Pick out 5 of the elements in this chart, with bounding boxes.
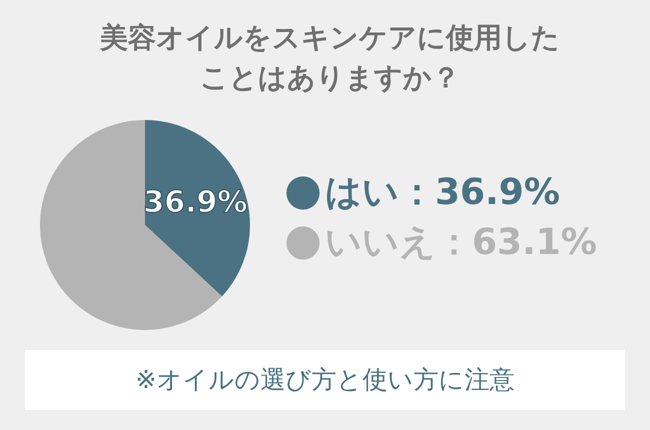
data-label: 36.9% — [143, 185, 248, 220]
text: ※オイルの選び方と使い方に注意 — [25, 350, 625, 410]
legend-label: はい：36.9% — [325, 172, 560, 213]
legend-label: いいえ：63.1% — [325, 222, 597, 263]
chart-title: 美容オイルをスキンケアに使用したことはありますか？ — [98, 20, 561, 96]
